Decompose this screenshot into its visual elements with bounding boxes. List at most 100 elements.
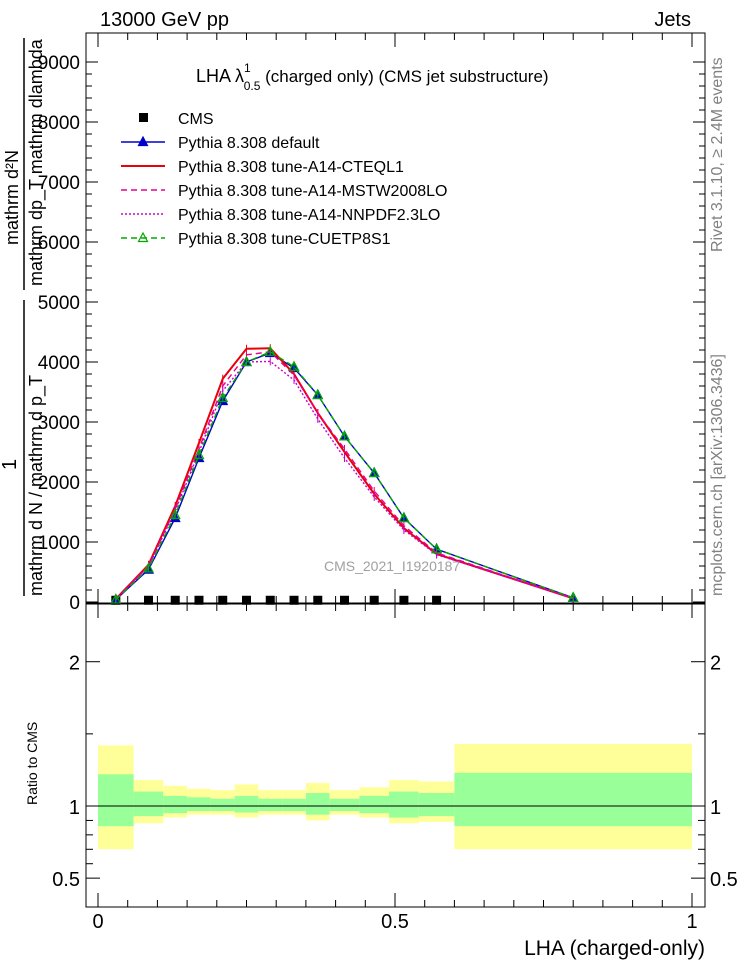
series-line: [115, 351, 574, 600]
series-5: [110, 345, 579, 604]
legend-label: Pythia 8.308 tune-A14-NNPDF2.3LO: [178, 207, 440, 224]
main-ytick-label: 4000: [38, 353, 80, 374]
series-marker: [110, 593, 122, 604]
cms-point: [194, 595, 204, 605]
ratio-band-inner: [133, 791, 164, 817]
title-sup: 1: [244, 61, 251, 75]
legend: CMS Pythia 8.308 default Pythia 8.308 tune…: [121, 111, 447, 248]
cms-point: [432, 595, 442, 605]
main-ytick-label: 7000: [38, 173, 80, 194]
ratio-band-inner: [210, 798, 235, 812]
series-marker: [288, 360, 300, 371]
legend-label: CMS: [178, 111, 214, 128]
cms-point: [369, 595, 379, 605]
series-marker: [217, 391, 229, 403]
ratio-axis-ticks: 0.5 0.5 1 1 2 2 0 0.5 1: [52, 604, 738, 933]
side-label-mcplots: mcplots.cern.ch [arXiv:1306.3436]: [709, 354, 726, 596]
cms-point: [313, 595, 323, 605]
series-marker: [567, 591, 579, 602]
legend-entry: Pythia 8.308 tune-A14-CTEQL1: [121, 159, 404, 176]
ratio-xtick-label: 1: [686, 911, 697, 933]
series-marker: [398, 511, 410, 523]
main-ytick-label: 2000: [38, 473, 80, 494]
ratio-ytick-label: 2: [69, 653, 80, 675]
main-ylabel: mathrm d²N mathrm dp_T mathrm dlambda 1 …: [0, 38, 47, 596]
ylabel-one: 1: [0, 459, 21, 470]
series-marker: [241, 355, 252, 367]
main-ytick-label: 9000: [38, 53, 80, 74]
main-ytick-label: 3000: [38, 413, 80, 434]
legend-entry: Pythia 8.308 tune-CUETP8S1: [121, 231, 391, 248]
legend-marker: [137, 135, 149, 147]
ratio-band-inner: [282, 798, 306, 812]
legend-label: Pythia 8.308 tune-CUETP8S1: [178, 231, 391, 248]
cms-point: [242, 595, 251, 605]
ratio-ytick-label-right: 1: [710, 797, 721, 819]
ylabel-numerator: mathrm d²N: [2, 150, 22, 245]
cms-point: [340, 595, 350, 605]
legend-entry: CMS: [139, 111, 214, 128]
series-line: [115, 351, 574, 601]
ratio-xtick-label: 0: [92, 911, 103, 933]
title-sub: 0.5: [244, 79, 261, 93]
ratio-ylabel: Ratio to CMS: [24, 722, 40, 805]
legend-marker: [137, 231, 149, 243]
legend-marker: [139, 113, 148, 122]
cms-point: [399, 595, 409, 605]
main-ytick-label: 6000: [38, 233, 80, 254]
ratio-xtick-label: 0.5: [381, 911, 409, 933]
cms-point: [289, 595, 299, 605]
series-marker: [368, 466, 380, 478]
series-marker: [142, 562, 154, 573]
legend-entry: Pythia 8.308 default: [121, 135, 320, 152]
ratio-bands-layer: [86, 743, 705, 850]
main-ytick-label: 0: [69, 593, 80, 614]
cms-point: [265, 595, 275, 605]
legend-label: Pythia 8.308 tune-A14-MSTW2008LO: [178, 183, 447, 200]
main-ytick-label: 5000: [38, 293, 80, 314]
ratio-ytick-label-right: 0.5: [710, 869, 738, 891]
ratio-band-inner: [305, 793, 330, 815]
cms-point: [218, 595, 228, 605]
ratio-band-inner: [418, 793, 455, 817]
ratio-band-inner: [258, 798, 283, 812]
ratio-band-inner: [359, 795, 390, 814]
ylabel-numerator2: mathrm dp_T mathrm dlambda: [26, 38, 47, 286]
legend-label: Pythia 8.308 default: [178, 135, 320, 152]
ratio-band-inner: [187, 797, 211, 812]
ylabel-denominator: mathrm d N / mathrm d p_T: [26, 375, 47, 596]
ratio-band-inner: [329, 798, 360, 812]
ratio-ytick-label: 0.5: [52, 869, 80, 891]
ratio-band-inner: [98, 774, 134, 827]
title-main: LHA λ: [196, 66, 244, 86]
main-ytick-label: 8000: [38, 113, 80, 134]
main-ytick-label: 1000: [38, 533, 80, 554]
main-title: LHA λ1 0.5 (charged only) (CMS jet substr…: [196, 61, 549, 93]
ratio-band-inner: [454, 772, 692, 827]
title-rest: (charged only) (CMS jet substructure): [260, 67, 548, 86]
ratio-xlabel: LHA (charged-only): [524, 937, 705, 960]
ratio-ytick-label-right: 2: [710, 653, 721, 675]
series-line: [115, 347, 574, 600]
series-marker: [264, 345, 276, 356]
ratio-band-inner: [234, 795, 259, 813]
side-label-rivet: Rivet 3.1.10, ≥ 2.4M events: [709, 57, 726, 252]
main-axis-ticks: 0 1000 2000 3000 4000 5000 6000 7000 8000 9000: [38, 33, 705, 614]
series-marker: [193, 448, 205, 460]
watermark: CMS_2021_I1920187: [324, 558, 460, 574]
ratio-band-inner: [389, 791, 419, 818]
ratio-band-inner: [163, 795, 188, 814]
legend-entry: Pythia 8.308 tune-A14-NNPDF2.3LO: [121, 207, 440, 224]
legend-entry: Pythia 8.308 tune-A14-MSTW2008LO: [121, 183, 447, 200]
main-series-layer: [110, 344, 579, 605]
header-left: 13000 GeV pp: [100, 9, 229, 31]
series-line: [115, 360, 574, 600]
series-marker: [339, 430, 351, 441]
legend-label: Pythia 8.308 tune-A14-CTEQL1: [178, 159, 404, 176]
series-marker: [169, 508, 181, 520]
ratio-ytick-label: 1: [69, 797, 80, 819]
series-marker: [431, 542, 443, 554]
header-right: Jets: [654, 9, 691, 31]
cms-point: [170, 595, 180, 605]
